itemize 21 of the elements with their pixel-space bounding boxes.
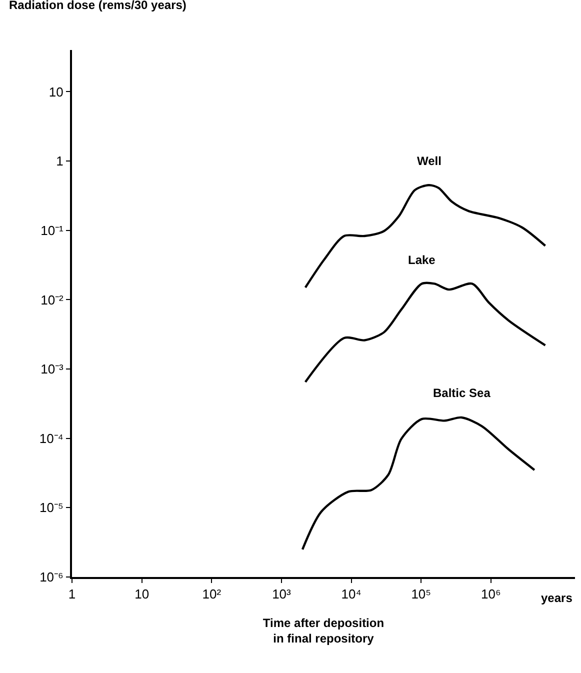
series-label: Well — [417, 154, 442, 168]
y-tick-label: 10⁻³ — [40, 362, 64, 377]
y-axis-title: Radiation dose (rems/30 years) — [9, 0, 186, 12]
y-tick-label: 10⁻² — [40, 292, 64, 308]
series-label: Baltic Sea — [433, 386, 491, 400]
y-tick-label: 1 — [56, 154, 64, 169]
x-tick-label: 1 — [68, 586, 76, 602]
y-tick-label: 10⁻⁶ — [40, 570, 64, 585]
y-tick-label: 10⁻⁵ — [40, 500, 64, 516]
x-tick-label: 10² — [202, 586, 222, 602]
x-tick-label: 10⁵ — [411, 586, 432, 602]
y-tick-label: 10 — [48, 84, 64, 100]
x-tick-label: 10³ — [272, 586, 292, 602]
y-tick-label: 10⁻¹ — [40, 222, 64, 238]
text: years — [541, 591, 573, 605]
x-axis-title: Time after deposition in final repository — [262, 616, 384, 646]
y-tick-label: 10⁻⁴ — [39, 430, 64, 446]
x-tick-label: 10⁶ — [481, 586, 501, 602]
x-tick-label: 10⁴ — [341, 586, 362, 602]
x-tick-label: 10 — [134, 586, 150, 602]
series-label: Lake — [408, 253, 436, 267]
